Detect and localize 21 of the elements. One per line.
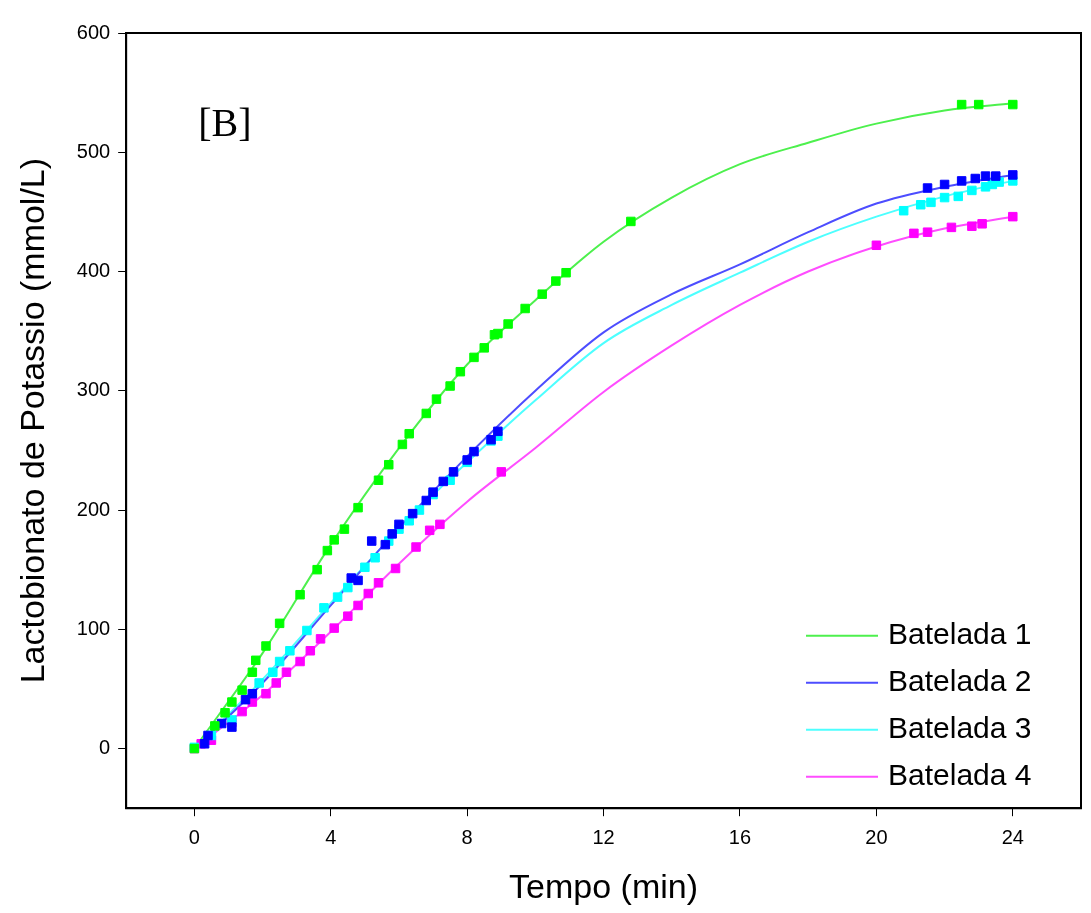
annotation: [B]: [198, 99, 252, 145]
x-tick-label: 16: [728, 825, 752, 848]
x-tick-label: 8: [461, 825, 473, 848]
y-axis-title: Lactobionato de Potassio (mmol/L): [12, 157, 51, 684]
x-tick-label: 20: [865, 825, 888, 848]
x-tick-label: 0: [188, 825, 200, 848]
y-tick-label: 200: [76, 497, 111, 520]
y-tick-label: 500: [76, 139, 111, 162]
y-tick-label: 100: [76, 616, 111, 639]
legend-label: Batelada 1: [888, 616, 1032, 650]
legend-label: Batelada 2: [888, 663, 1032, 697]
y-tick-label: 0: [99, 736, 111, 759]
y-tick-label: 300: [76, 378, 111, 401]
x-tick-label: 12: [592, 825, 615, 848]
y-tick-label: 400: [76, 259, 111, 282]
y-tick-label: 600: [76, 20, 111, 43]
legend-label: Batelada 4: [888, 757, 1032, 791]
x-tick-label: 4: [325, 825, 337, 848]
legend-label: Batelada 3: [888, 710, 1032, 744]
x-tick-label: 24: [1001, 825, 1024, 848]
x-axis-title: Tempo (min): [509, 866, 699, 905]
